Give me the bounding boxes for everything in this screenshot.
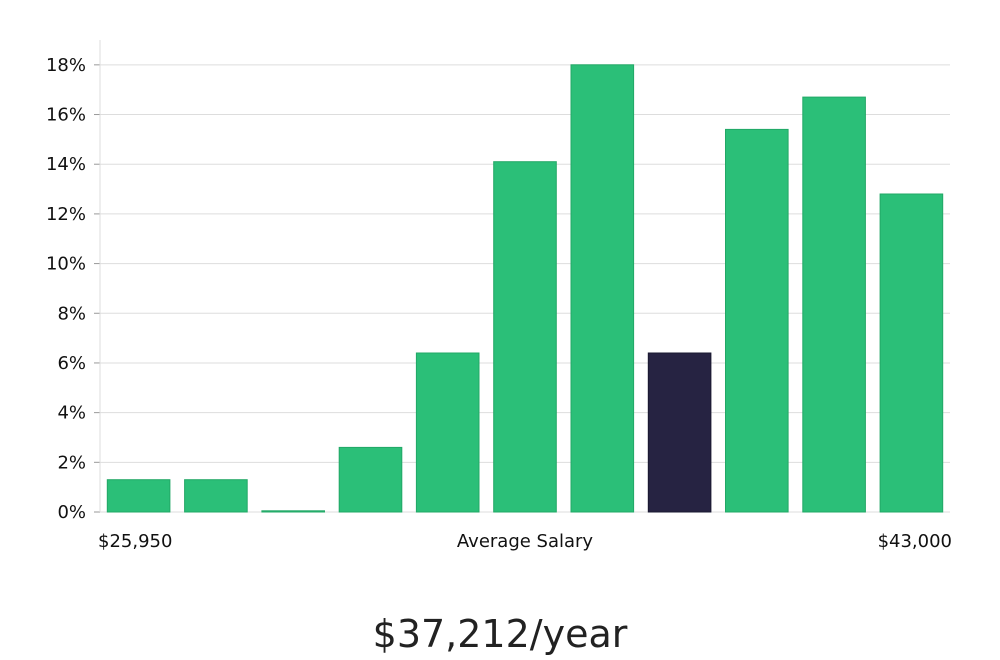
bars: [106, 64, 944, 513]
ytick-label: 14%: [46, 154, 86, 175]
average-salary-headline: $37,212/year: [372, 612, 628, 656]
ytick-label: 0%: [57, 502, 86, 523]
ytick-label: 10%: [46, 254, 86, 275]
ytick-label: 18%: [46, 55, 86, 76]
bar: [261, 510, 325, 513]
ytick-label: 6%: [57, 353, 86, 374]
ytick-label: 8%: [57, 303, 86, 324]
bar: [879, 193, 944, 513]
bar: [802, 96, 866, 513]
y-axis-ticks: 0% 2% 4% 6% 8% 10% 12% 14% 16% 18%: [46, 55, 86, 523]
x-axis-title: Average Salary: [457, 531, 594, 552]
x-min-label: $25,950: [98, 531, 172, 552]
bar: [415, 352, 480, 513]
ytick-label: 12%: [46, 204, 86, 225]
bar: [184, 479, 248, 513]
bar: [106, 479, 171, 513]
ytick-label: 16%: [46, 105, 86, 126]
bar: [725, 128, 789, 513]
ytick-label: 2%: [57, 452, 86, 473]
bar: [493, 161, 557, 513]
bar: [338, 446, 403, 513]
x-max-label: $43,000: [878, 531, 952, 552]
ytick-label: 4%: [57, 403, 86, 424]
bar-highlighted: [647, 352, 712, 513]
bar: [570, 64, 635, 513]
